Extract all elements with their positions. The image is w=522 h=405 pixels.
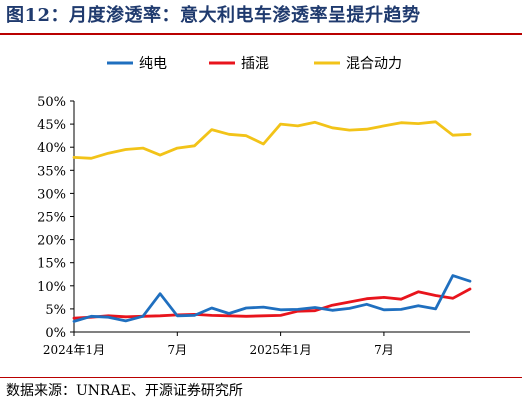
y-tick-label: 25% — [37, 211, 66, 226]
source-note: 数据来源：UNRAE、开源证券研究所 — [6, 383, 243, 399]
plot-area — [72, 120, 472, 323]
x-axis: 2024年1月 7月 2025年1月 7月 — [43, 331, 470, 357]
source-divider — [0, 377, 522, 378]
series-line-bev — [72, 274, 472, 323]
y-tick-label: 5% — [45, 303, 66, 318]
y-tick-label: 10% — [37, 280, 66, 295]
legend-item: 混合动力 — [314, 56, 402, 72]
legend-label: 纯电 — [139, 56, 167, 72]
legend-label: 插混 — [241, 56, 269, 72]
figure-title: 图12：月度渗透率：意大利电车渗透率呈提升趋势 — [6, 5, 421, 26]
y-tick-label: 40% — [37, 141, 66, 156]
x-tick-label: 2024年1月 — [43, 343, 105, 357]
line-chart: 纯电 插混 混合动力 0% 5% 10% 15% 20% 25% 30% 35% 40% 45% 50%… — [37, 56, 472, 357]
y-tick-label: 50% — [37, 95, 66, 110]
legend-item: 插混 — [209, 56, 269, 72]
y-tick-label: 30% — [37, 187, 66, 202]
title-divider — [0, 33, 522, 35]
x-tick-label: 7月 — [374, 343, 394, 357]
legend-item: 纯电 — [107, 56, 167, 72]
y-axis: 0% 5% 10% 15% 20% 25% 30% 35% 40% 45% 50% — [37, 95, 75, 341]
x-tick-label: 7月 — [167, 343, 187, 357]
figure-header: 图12：月度渗透率：意大利电车渗透率呈提升趋势 — [0, 0, 522, 34]
y-tick-label: 20% — [37, 234, 66, 249]
legend: 纯电 插混 混合动力 — [107, 56, 402, 72]
y-tick-label: 35% — [37, 164, 66, 179]
legend-label: 混合动力 — [346, 56, 402, 72]
series-line-hybrid — [72, 120, 472, 160]
y-tick-label: 15% — [37, 257, 66, 272]
y-tick-label: 45% — [37, 118, 66, 133]
series-line-phev — [72, 287, 472, 320]
y-tick-label: 0% — [45, 326, 66, 341]
x-tick-label: 2025年1月 — [250, 343, 312, 357]
